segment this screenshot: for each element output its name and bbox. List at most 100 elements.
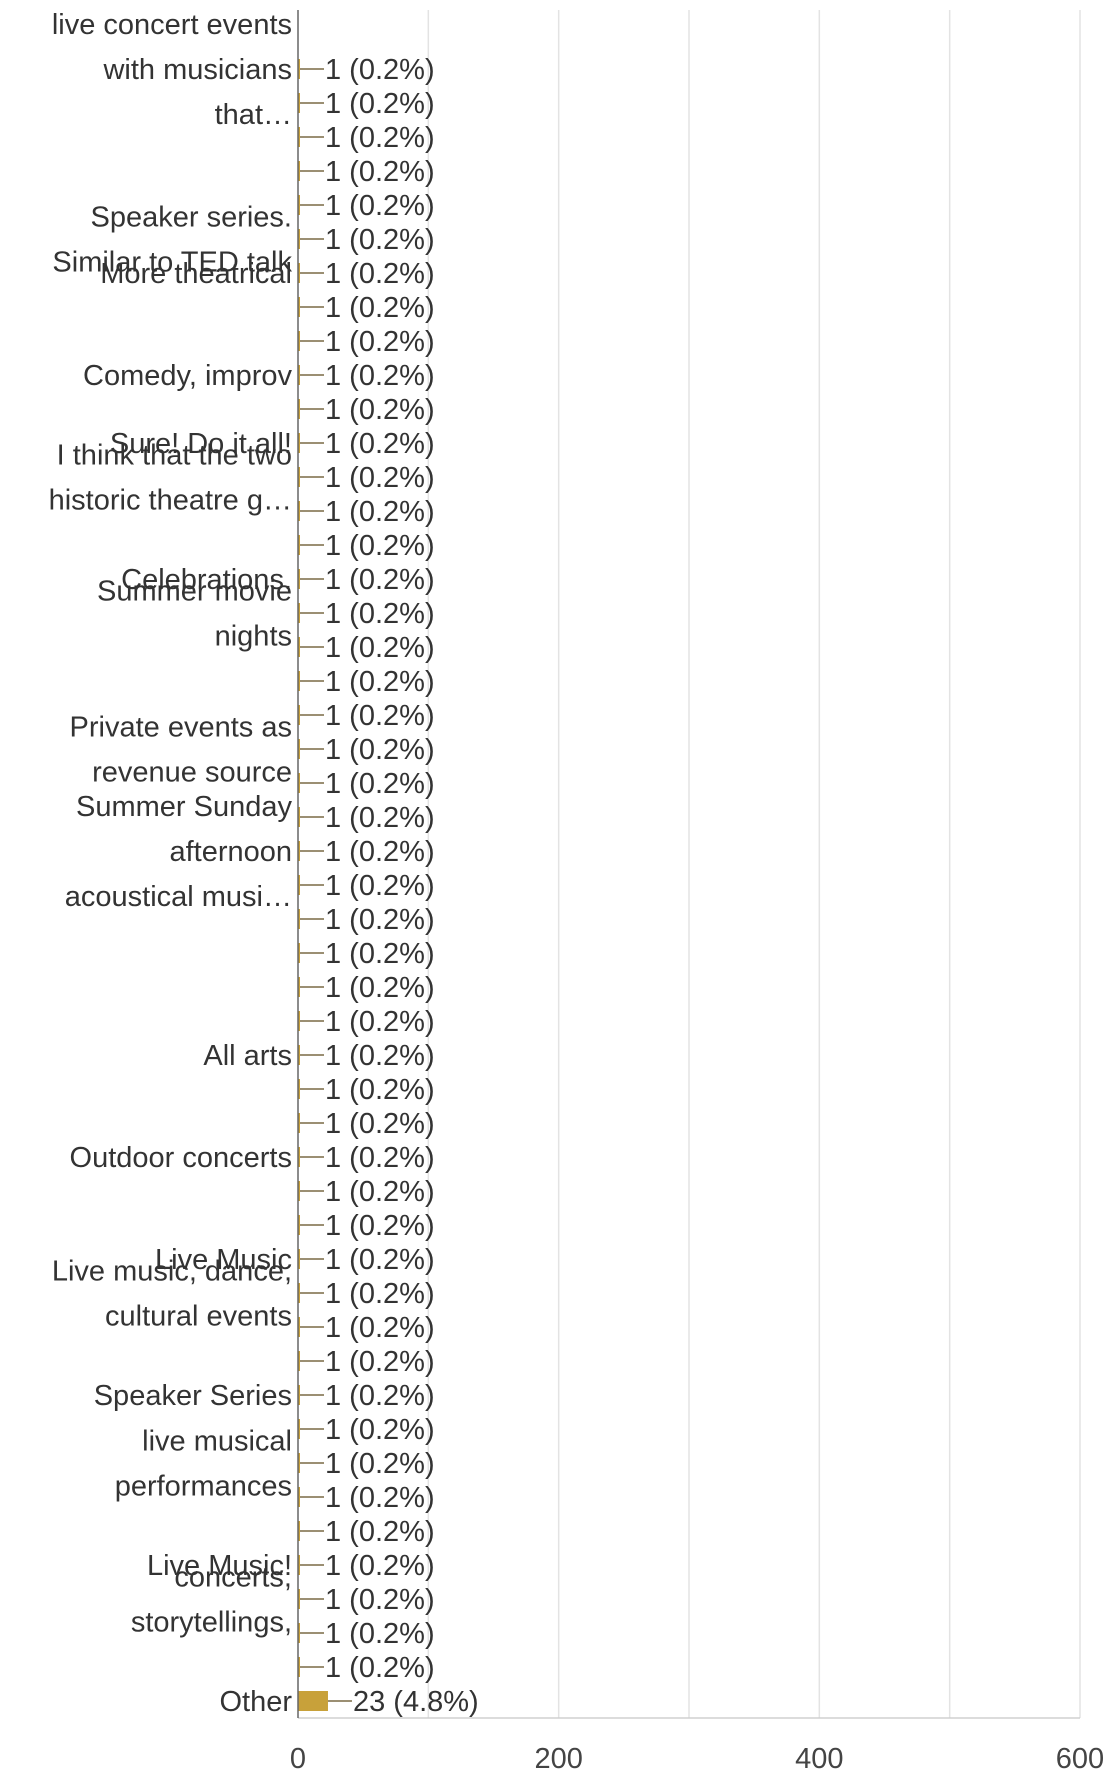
bar bbox=[298, 977, 300, 997]
data-label: 1 (0.2%) bbox=[325, 870, 435, 902]
bar bbox=[298, 535, 300, 555]
data-label: 1 (0.2%) bbox=[325, 1380, 435, 1412]
bar bbox=[298, 433, 300, 453]
bar bbox=[298, 263, 300, 283]
bar bbox=[298, 1623, 300, 1643]
x-tick-label: 600 bbox=[1056, 1743, 1104, 1773]
category-label: All arts bbox=[203, 1040, 292, 1072]
bar bbox=[298, 331, 300, 351]
bar bbox=[298, 1147, 300, 1167]
x-tick-label: 200 bbox=[534, 1743, 582, 1773]
category-label: live musical bbox=[142, 1426, 292, 1458]
bar bbox=[298, 127, 300, 147]
gridlines bbox=[427, 10, 1081, 1718]
bar bbox=[298, 501, 300, 521]
data-label: 1 (0.2%) bbox=[325, 1006, 435, 1038]
bar bbox=[298, 1249, 300, 1269]
data-label: 1 (0.2%) bbox=[325, 768, 435, 800]
category-label: performances bbox=[115, 1471, 292, 1503]
data-label: 1 (0.2%) bbox=[325, 462, 435, 494]
data-label: 1 (0.2%) bbox=[325, 1142, 435, 1174]
bar bbox=[298, 739, 300, 759]
data-label: 1 (0.2%) bbox=[325, 1346, 435, 1378]
bar bbox=[298, 705, 300, 725]
category-label: Summer movie bbox=[97, 576, 292, 608]
bar bbox=[298, 875, 300, 895]
data-label: 1 (0.2%) bbox=[325, 802, 435, 834]
bar bbox=[298, 637, 300, 657]
data-label: 1 (0.2%) bbox=[325, 1210, 435, 1242]
category-label: More theatrical bbox=[100, 258, 292, 290]
data-label: 1 (0.2%) bbox=[325, 1516, 435, 1548]
bar bbox=[298, 1045, 300, 1065]
data-label: 1 (0.2%) bbox=[325, 1618, 435, 1650]
data-label: 1 (0.2%) bbox=[325, 598, 435, 630]
data-label: 1 (0.2%) bbox=[325, 904, 435, 936]
data-label: 1 (0.2%) bbox=[325, 1414, 435, 1446]
data-label: 1 (0.2%) bbox=[325, 836, 435, 868]
bar bbox=[298, 1521, 300, 1541]
bar bbox=[298, 807, 300, 827]
category-label: revenue source bbox=[92, 757, 292, 789]
data-label: 1 (0.2%) bbox=[325, 360, 435, 392]
category-label: Other bbox=[219, 1686, 292, 1718]
category-label: Summer Sunday bbox=[76, 791, 292, 823]
bar bbox=[298, 1181, 300, 1201]
bar bbox=[298, 365, 300, 385]
bar bbox=[298, 1283, 300, 1303]
category-label: historic theatre g… bbox=[49, 485, 292, 517]
bar bbox=[298, 467, 300, 487]
data-label: 1 (0.2%) bbox=[325, 564, 435, 596]
data-label: 1 (0.2%) bbox=[325, 734, 435, 766]
category-label: live concert events bbox=[52, 9, 292, 41]
bar bbox=[298, 671, 300, 691]
bar bbox=[298, 1589, 300, 1609]
data-label: 23 (4.8%) bbox=[353, 1686, 479, 1718]
data-label: 1 (0.2%) bbox=[325, 632, 435, 664]
bar bbox=[298, 1113, 300, 1133]
data-label: 1 (0.2%) bbox=[325, 1074, 435, 1106]
bar bbox=[298, 1351, 300, 1371]
data-label: 1 (0.2%) bbox=[325, 292, 435, 324]
category-label: Celebrations. bbox=[121, 564, 292, 596]
data-label: 1 (0.2%) bbox=[325, 394, 435, 426]
category-label: Similar to TED talk bbox=[52, 247, 292, 279]
data-label: 1 (0.2%) bbox=[325, 1550, 435, 1582]
data-label: 1 (0.2%) bbox=[325, 1482, 435, 1514]
data-label: 1 (0.2%) bbox=[325, 190, 435, 222]
category-label: Live Music! bbox=[147, 1550, 292, 1582]
category-label: Outdoor concerts bbox=[70, 1142, 292, 1174]
bar bbox=[298, 1011, 300, 1031]
data-label: 1 (0.2%) bbox=[325, 122, 435, 154]
data-label: 1 (0.2%) bbox=[325, 496, 435, 528]
data-label: 1 (0.2%) bbox=[325, 530, 435, 562]
category-label: Live Music bbox=[155, 1244, 292, 1276]
bar bbox=[298, 93, 300, 113]
data-label: 1 (0.2%) bbox=[325, 258, 435, 290]
data-label: 1 (0.2%) bbox=[325, 972, 435, 1004]
data-label: 1 (0.2%) bbox=[325, 1448, 435, 1480]
bar bbox=[298, 1317, 300, 1337]
category-label: Private events as bbox=[70, 712, 292, 744]
bar bbox=[298, 1453, 300, 1473]
data-label: 1 (0.2%) bbox=[325, 1040, 435, 1072]
bar bbox=[298, 1079, 300, 1099]
bar bbox=[298, 229, 300, 249]
bar bbox=[298, 943, 300, 963]
category-label: storytellings, bbox=[131, 1607, 292, 1639]
x-tick-label: 400 bbox=[795, 1743, 843, 1773]
category-label: afternoon bbox=[169, 836, 292, 868]
data-label: 1 (0.2%) bbox=[325, 1108, 435, 1140]
category-label: Sure! Do it all! bbox=[110, 428, 292, 460]
bar bbox=[298, 569, 300, 589]
data-label: 1 (0.2%) bbox=[325, 1244, 435, 1276]
category-label: concerts, bbox=[174, 1562, 292, 1594]
bar bbox=[298, 1215, 300, 1235]
data-label: 1 (0.2%) bbox=[325, 1176, 435, 1208]
data-label: 1 (0.2%) bbox=[325, 224, 435, 256]
data-label: 1 (0.2%) bbox=[325, 1652, 435, 1684]
data-label: 1 (0.2%) bbox=[325, 1312, 435, 1344]
data-label: 1 (0.2%) bbox=[325, 428, 435, 460]
category-label: nights bbox=[215, 621, 292, 653]
